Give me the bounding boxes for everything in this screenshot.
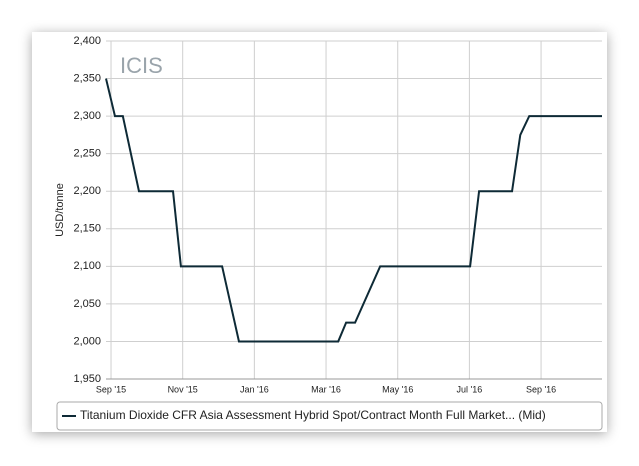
line-series bbox=[105, 78, 602, 343]
x-tick-label: Nov '15 bbox=[168, 384, 198, 394]
y-tick-label: 2,050 bbox=[73, 298, 101, 310]
y-tick-label: 2,300 bbox=[73, 110, 101, 122]
x-tick-label: Jul '16 bbox=[457, 384, 483, 394]
x-tick-label: Sep '15 bbox=[96, 384, 126, 394]
y-axis-label: USD/tonne bbox=[54, 183, 66, 237]
x-tick-label: Jan '16 bbox=[240, 384, 269, 394]
y-tick-label: 2,150 bbox=[73, 223, 101, 235]
legend bbox=[56, 401, 603, 431]
y-tick-label: 1,950 bbox=[73, 373, 101, 385]
y-tick-label: 2,250 bbox=[73, 148, 101, 160]
y-tick-label: 2,100 bbox=[73, 260, 101, 272]
legend-label: Titanium Dioxide CFR Asia Assessment Hyb… bbox=[80, 408, 546, 422]
watermark: ICIS bbox=[120, 53, 163, 78]
card bbox=[32, 32, 607, 432]
y-tick-label: 2,400 bbox=[73, 35, 101, 47]
x-tick-label: May '16 bbox=[382, 384, 413, 394]
x-tick-label: Sep '16 bbox=[526, 384, 556, 394]
x-tick-label: Mar '16 bbox=[311, 384, 341, 394]
y-tick-label: 2,000 bbox=[73, 335, 101, 347]
y-tick-label: 2,350 bbox=[73, 72, 101, 84]
y-tick-label: 2,200 bbox=[73, 185, 101, 197]
